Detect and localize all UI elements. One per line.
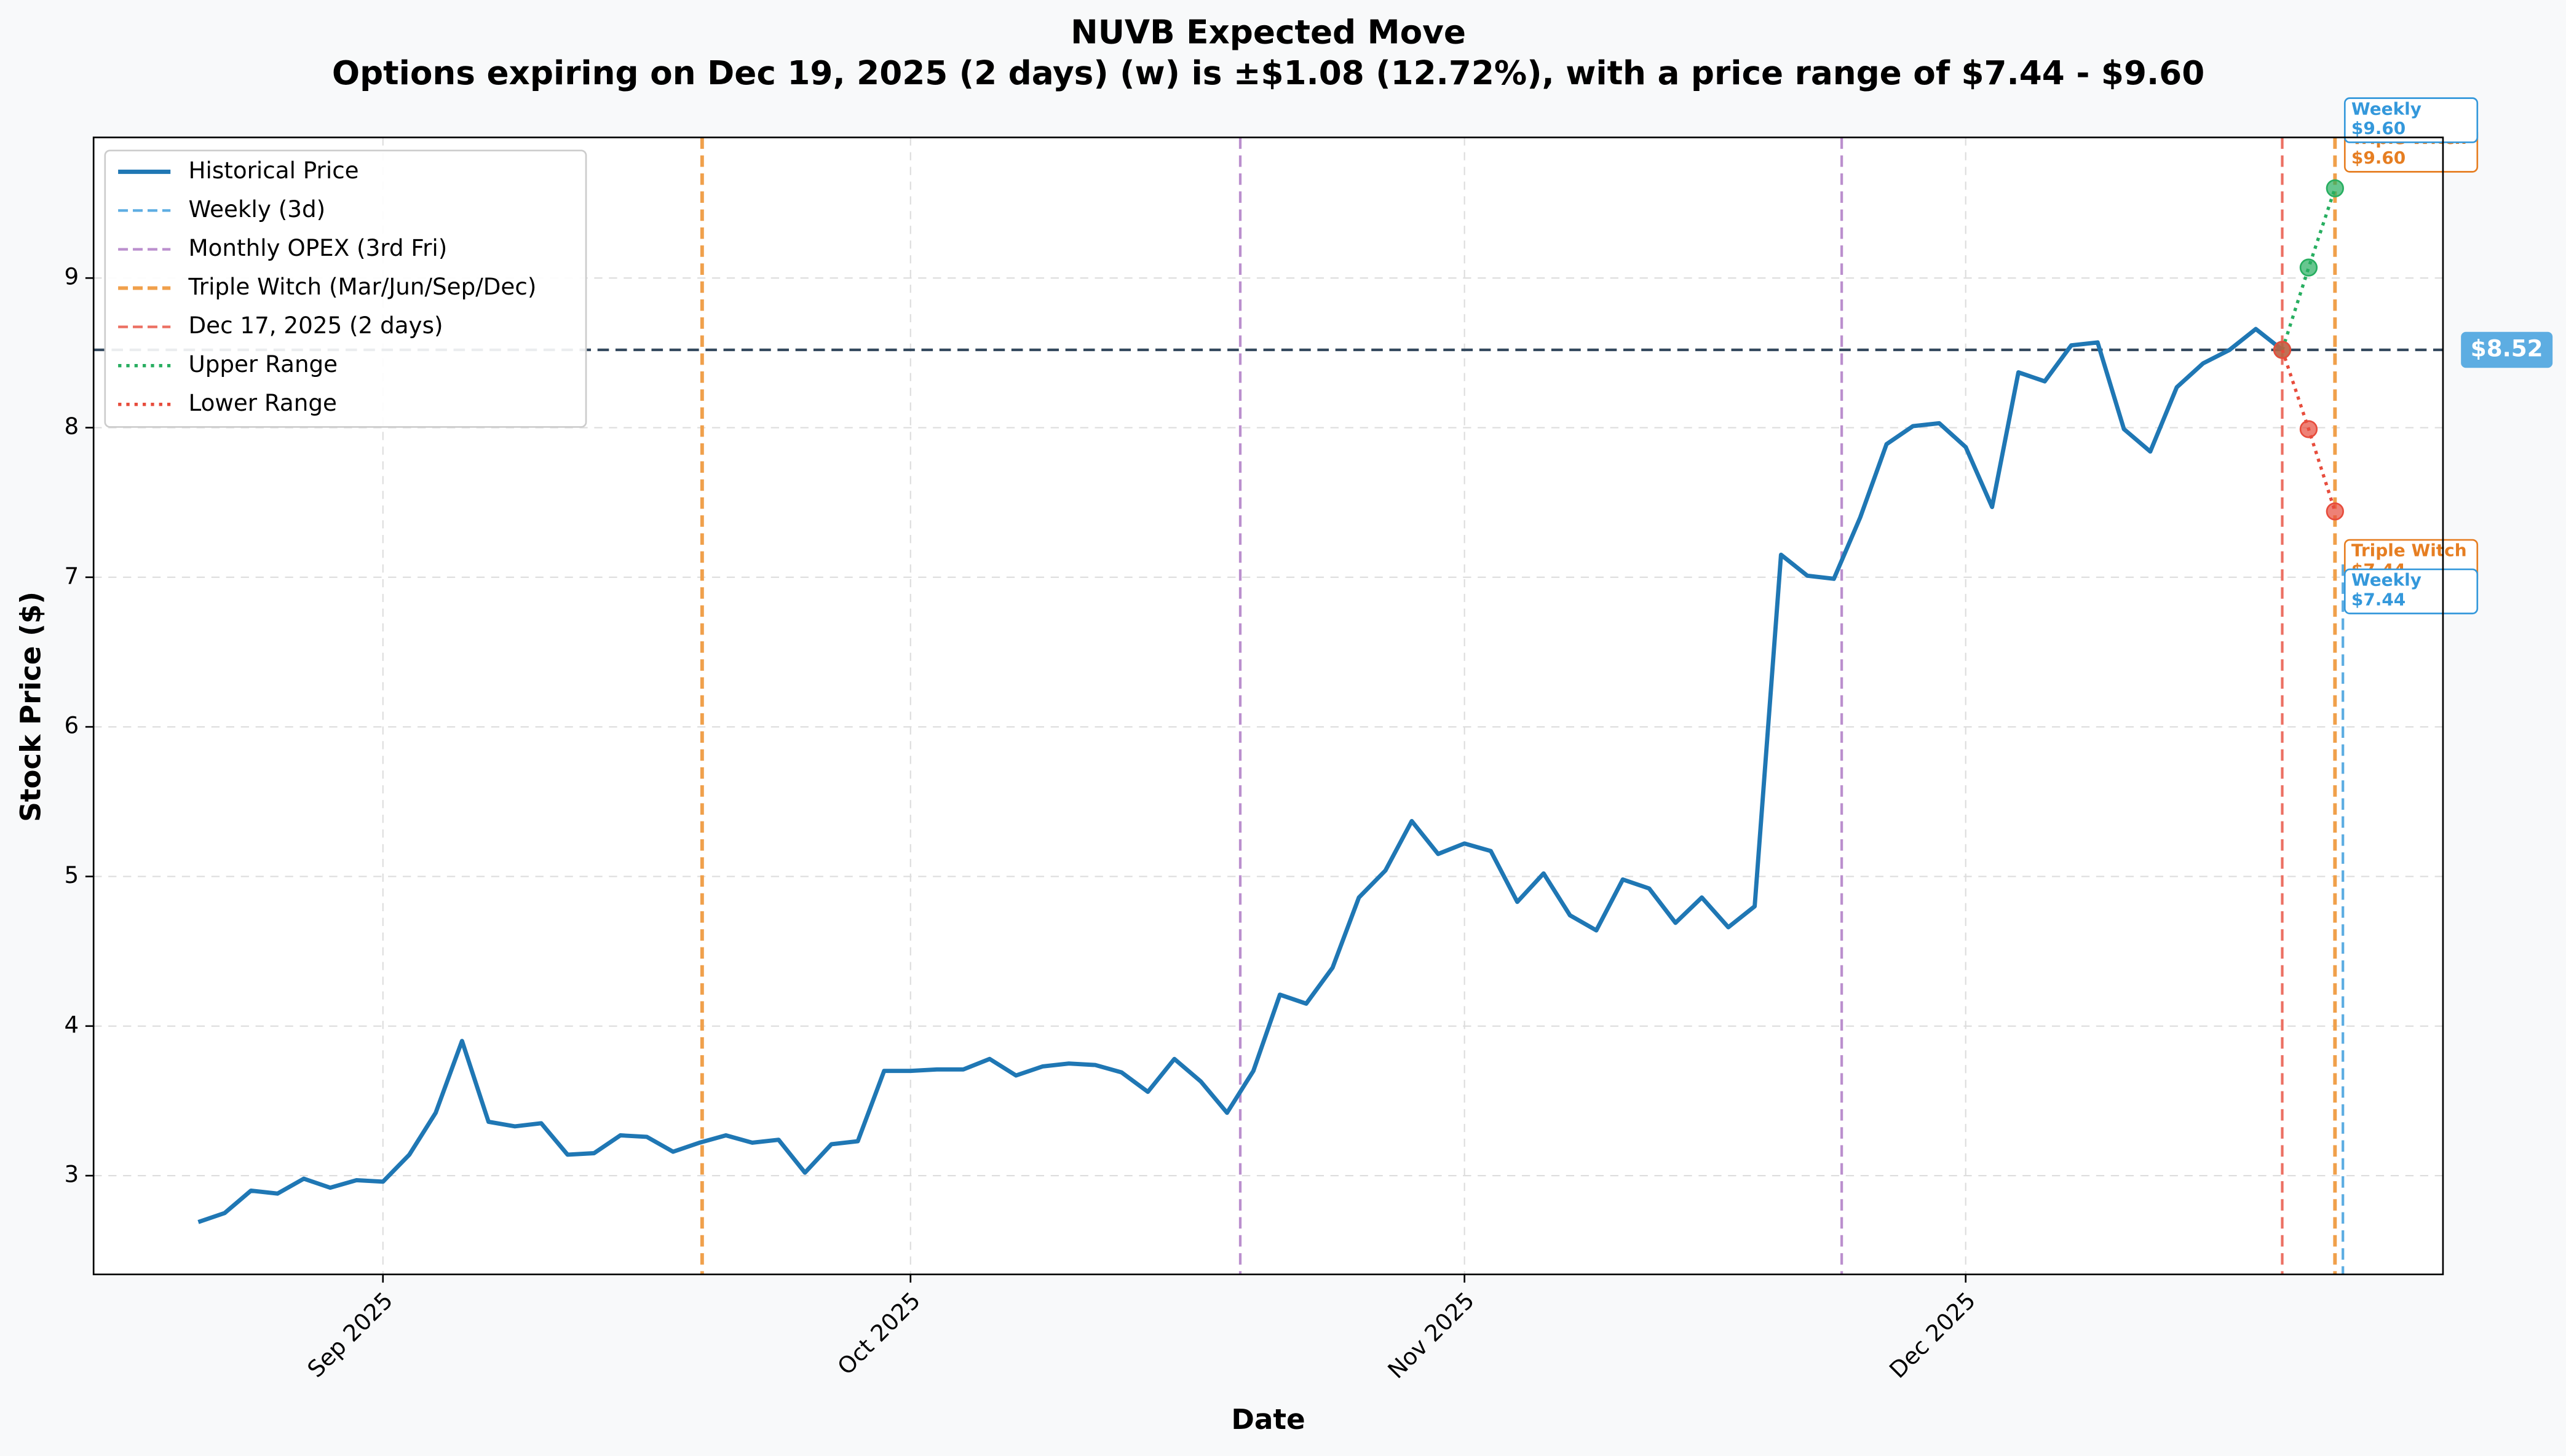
plot-frame — [92, 136, 2444, 1275]
range-point — [2326, 502, 2344, 521]
y-tick-label: 4 — [65, 1011, 79, 1038]
annotation-box — [2343, 97, 2479, 143]
annotation-title: Triple Witch — [2351, 540, 2467, 561]
current-price-label: $8.52 — [2471, 334, 2543, 362]
range-point — [2299, 420, 2318, 438]
y-tick-label: 3 — [65, 1161, 79, 1188]
series-line — [197, 326, 2284, 1224]
legend-label: Triple Witch (Mar/Jun/Sep/Dec) — [188, 273, 537, 300]
current-price-box — [2461, 331, 2553, 368]
chart-title: NUVB Expected Move — [1071, 14, 1466, 52]
y-tick-label: 7 — [65, 562, 79, 589]
legend-label: Weekly (3d) — [189, 196, 326, 223]
series-line — [2281, 188, 2337, 350]
range-point — [2299, 258, 2318, 277]
y-tick-label: 5 — [65, 861, 79, 888]
y-axis-label: Stock Price ($) — [15, 592, 47, 822]
annotation-title: Weekly — [2351, 98, 2421, 119]
y-tick-label: 9 — [65, 263, 79, 290]
legend-label: Lower Range — [189, 389, 337, 416]
annotation-box — [2343, 568, 2479, 615]
legend-label: Dec 17, 2025 (2 days) — [189, 312, 443, 339]
legend-label: Historical Price — [189, 157, 359, 184]
annotation-text: $9.60 — [2351, 118, 2406, 138]
annotation-title: Weekly — [2351, 570, 2421, 590]
range-point — [2326, 179, 2344, 197]
annotation-text: $7.44 — [2351, 589, 2406, 609]
y-tick-label: 8 — [65, 413, 79, 440]
range-point — [2273, 341, 2292, 359]
legend-label: Monthly OPEX (3rd Fri) — [189, 234, 448, 261]
y-tick-label: 6 — [65, 712, 79, 739]
legend-label: Upper Range — [189, 350, 338, 378]
legend-box — [104, 149, 587, 428]
chart-subtitle: Options expiring on Dec 19, 2025 (2 days… — [332, 54, 2204, 92]
annotation-text: $9.60 — [2351, 148, 2406, 168]
x-axis-label: Date — [1231, 1403, 1305, 1436]
